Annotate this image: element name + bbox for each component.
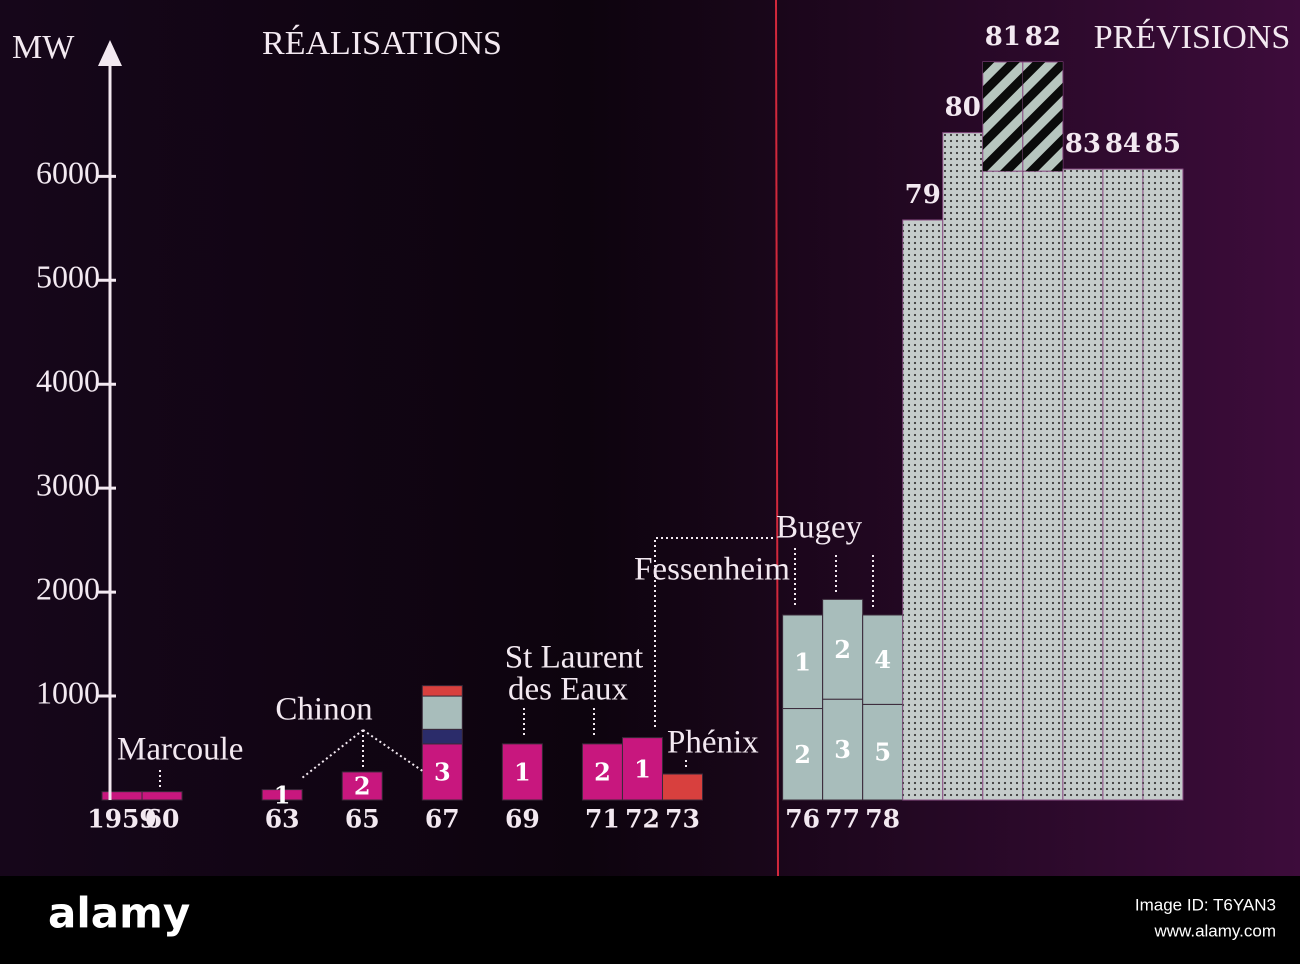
x-tick-label: 76 [785, 805, 820, 834]
bar-texture [982, 171, 1023, 800]
annotation: Phénix [667, 725, 759, 761]
bar-segment [141, 791, 183, 801]
x-tick-label: 65 [345, 805, 380, 834]
y-tick-label: 5000 [36, 259, 100, 295]
x-tick-label: 63 [265, 805, 300, 834]
bar-texture [982, 62, 1023, 172]
segment-label: 1 [274, 780, 291, 809]
x-tick-label: 77 [825, 805, 860, 834]
bar-segment [581, 743, 623, 801]
annotation: Bugey [776, 510, 863, 546]
segment-label: 2 [794, 740, 811, 769]
bar-segment [822, 598, 864, 700]
section-title: PRÉVISIONS [1094, 19, 1290, 56]
segment-label: 1 [514, 757, 531, 786]
segment-label: 1 [634, 754, 651, 783]
bar-segment [421, 695, 463, 730]
annotation: Chinon [275, 692, 372, 728]
annotation-arrow [654, 537, 773, 730]
annotation: des Eaux [508, 672, 629, 708]
bar-segment [862, 614, 904, 705]
footer-image-id: Image ID: T6YAN3 [1135, 895, 1276, 914]
bar-top-label: 81 [985, 22, 1021, 52]
segment-label: 4 [874, 645, 891, 674]
bar-segment [341, 771, 383, 801]
y-tick-label: 3000 [36, 467, 100, 503]
annotation-arrow [794, 548, 874, 608]
segment-label: 3 [834, 735, 851, 764]
y-tick-label: 6000 [36, 155, 100, 191]
footer-site: www.alamy.com [1153, 921, 1276, 940]
x-tick-label: 73 [665, 805, 700, 834]
bar-segment [101, 791, 143, 801]
bar-segment [421, 728, 463, 745]
x-tick-label: 67 [425, 805, 460, 834]
x-tick-label: 60 [145, 805, 180, 834]
x-tick-label: 1959 [87, 805, 157, 834]
annotation: St Laurent [505, 640, 643, 676]
segment-label: 5 [874, 738, 891, 767]
annotations: Marcoule Chinon St Laurent des Eaux Fess… [117, 510, 874, 790]
y-axis-label: MW [12, 29, 75, 66]
annotation: Fessenheim [634, 552, 790, 588]
bar-top-label: 83 [1065, 129, 1101, 159]
y-tick-label: 4000 [36, 363, 100, 399]
bar-top-label: 80 [945, 93, 981, 123]
y-tick-label: 1000 [36, 674, 100, 710]
divider [775, 0, 779, 877]
bar-top-label: 82 [1025, 22, 1061, 52]
annotation: Marcoule [117, 732, 243, 768]
segment-label: 2 [834, 635, 851, 664]
y-axis-arrow [98, 40, 122, 66]
x-tick-label: 78 [865, 805, 900, 834]
bar-texture [1142, 169, 1183, 801]
bar-segment [421, 743, 463, 801]
bar-texture [942, 132, 983, 800]
bar-texture [1062, 169, 1103, 801]
segment-label: 2 [594, 757, 611, 786]
bar-texture [1022, 171, 1063, 800]
bar-texture [1102, 169, 1143, 801]
bar-segment [782, 708, 824, 801]
bar-segment [621, 737, 663, 801]
annotation-arrow [523, 708, 595, 738]
bar-segment [421, 685, 463, 697]
bar-top-label: 85 [1145, 129, 1181, 159]
bar-top-label: 79 [905, 180, 941, 210]
footer [0, 876, 1300, 964]
segment-label: 3 [434, 757, 451, 786]
bar-segment [261, 789, 303, 801]
x-tick-label: 69 [505, 805, 540, 834]
annotation-arrow [301, 729, 425, 779]
segment-label: 2 [354, 771, 371, 800]
bar-texture [902, 219, 943, 800]
bar-texture [1022, 62, 1063, 172]
footer-logo: alamy [48, 889, 190, 938]
bar-segment [501, 743, 543, 801]
x-tick-label: 72 [625, 805, 660, 834]
bar-segment [822, 698, 864, 801]
bar-top-label: 84 [1105, 129, 1141, 159]
bar-segment [662, 773, 704, 801]
section-title: RÉALISATIONS [262, 25, 502, 62]
segment-label: 1 [794, 647, 811, 676]
y-tick-label: 2000 [36, 570, 100, 606]
x-tick-label: 71 [585, 805, 620, 834]
